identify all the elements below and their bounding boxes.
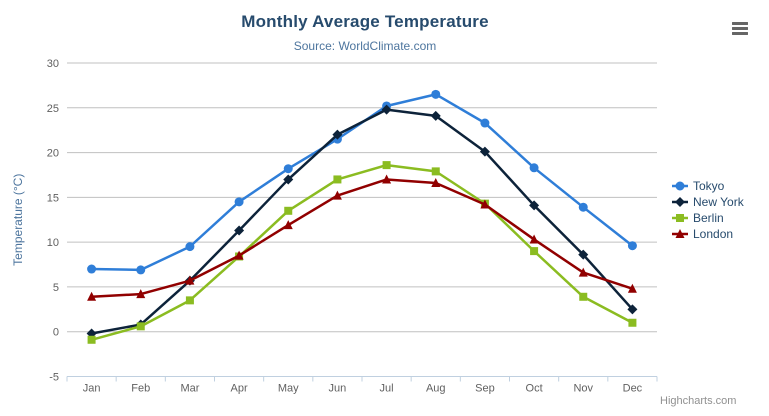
legend-marker-berlin[interactable] bbox=[676, 214, 684, 222]
data-point-tokyo[interactable] bbox=[480, 118, 490, 128]
data-point-tokyo[interactable] bbox=[283, 164, 293, 174]
legend-label: Tokyo bbox=[693, 179, 725, 193]
data-point-tokyo[interactable] bbox=[234, 197, 244, 207]
data-point-london[interactable] bbox=[185, 275, 195, 285]
data-point-london[interactable] bbox=[332, 190, 342, 200]
data-point-new-york[interactable] bbox=[234, 225, 245, 236]
data-point-berlin[interactable] bbox=[628, 318, 637, 327]
y-axis-label: -5 bbox=[49, 372, 59, 384]
data-point-new-york[interactable] bbox=[381, 104, 392, 115]
legend-item-berlin[interactable]: Berlin bbox=[672, 211, 724, 225]
legend-marker-london[interactable] bbox=[675, 229, 685, 238]
data-point-berlin[interactable] bbox=[530, 247, 539, 256]
data-point-berlin[interactable] bbox=[333, 175, 342, 184]
x-axis-label: Jan bbox=[83, 383, 101, 395]
y-axis-label: 0 bbox=[53, 327, 59, 339]
data-point-tokyo[interactable] bbox=[529, 163, 539, 173]
data-point-tokyo[interactable] bbox=[578, 202, 588, 212]
series-london bbox=[87, 174, 637, 301]
legend-marker-new-york[interactable] bbox=[675, 197, 685, 207]
y-axis-label: 10 bbox=[47, 237, 59, 249]
legend-label: London bbox=[693, 227, 733, 241]
series-line-london[interactable] bbox=[90, 178, 634, 299]
x-axis-label: Apr bbox=[231, 383, 248, 395]
data-point-new-york[interactable] bbox=[529, 200, 540, 211]
y-axis-title: Temperature (°C) bbox=[11, 174, 25, 266]
data-point-berlin[interactable] bbox=[136, 322, 145, 331]
y-axis-label: 5 bbox=[53, 282, 59, 294]
x-axis-label: Nov bbox=[573, 383, 593, 395]
y-axis-label: 20 bbox=[47, 148, 59, 160]
x-axis-label: May bbox=[278, 383, 299, 395]
x-axis-label: Dec bbox=[623, 383, 643, 395]
legend-item-london[interactable]: London bbox=[672, 227, 733, 241]
data-point-london[interactable] bbox=[627, 283, 637, 293]
x-axis-label: Mar bbox=[180, 383, 199, 395]
data-point-berlin[interactable] bbox=[431, 167, 440, 176]
legend-item-new-york[interactable]: New York bbox=[672, 195, 745, 209]
data-point-london[interactable] bbox=[136, 289, 146, 299]
data-point-london[interactable] bbox=[87, 291, 97, 301]
legend-label: New York bbox=[693, 195, 745, 209]
data-point-new-york[interactable] bbox=[627, 304, 638, 315]
series-tokyo bbox=[87, 89, 637, 275]
x-axis-label: Feb bbox=[131, 383, 150, 395]
y-axis-label: 15 bbox=[47, 192, 59, 204]
data-point-london[interactable] bbox=[382, 174, 392, 184]
data-point-new-york[interactable] bbox=[332, 129, 343, 140]
data-point-berlin[interactable] bbox=[382, 161, 391, 170]
data-point-london[interactable] bbox=[480, 199, 490, 209]
data-point-new-york[interactable] bbox=[430, 110, 441, 121]
chart-title: Monthly Average Temperature bbox=[241, 12, 489, 31]
x-axis-label: Sep bbox=[475, 383, 495, 395]
data-point-berlin[interactable] bbox=[185, 296, 194, 305]
data-point-london[interactable] bbox=[283, 220, 293, 230]
data-point-berlin[interactable] bbox=[87, 335, 96, 344]
y-axis-label: 25 bbox=[47, 103, 59, 115]
series-line-tokyo[interactable] bbox=[90, 93, 634, 272]
data-point-london[interactable] bbox=[431, 178, 441, 188]
highcharts-credit-link[interactable]: Highcharts.com bbox=[660, 395, 737, 407]
series-line-new-york[interactable] bbox=[90, 108, 634, 335]
data-point-new-york[interactable] bbox=[479, 146, 490, 157]
x-axis-label: Aug bbox=[426, 383, 446, 395]
data-point-berlin[interactable] bbox=[579, 292, 588, 301]
data-point-berlin[interactable] bbox=[284, 206, 293, 215]
legend-item-tokyo[interactable]: Tokyo bbox=[672, 179, 725, 193]
data-point-new-york[interactable] bbox=[578, 249, 589, 260]
x-axis-label: Jun bbox=[329, 383, 347, 395]
data-point-london[interactable] bbox=[234, 250, 244, 260]
y-axis-label: 30 bbox=[47, 58, 59, 70]
series-line-berlin[interactable] bbox=[90, 163, 634, 342]
x-axis-label: Jul bbox=[380, 383, 394, 395]
data-point-tokyo[interactable] bbox=[185, 242, 195, 252]
data-point-new-york[interactable] bbox=[283, 174, 294, 185]
legend-marker-tokyo[interactable] bbox=[675, 181, 685, 191]
data-point-tokyo[interactable] bbox=[136, 265, 146, 275]
hamburger-icon bbox=[732, 21, 748, 35]
data-point-london[interactable] bbox=[529, 234, 539, 244]
chart-subtitle: Source: WorldClimate.com bbox=[293, 39, 437, 53]
data-point-tokyo[interactable] bbox=[431, 89, 441, 99]
x-axis-label: Oct bbox=[526, 383, 543, 395]
data-point-london[interactable] bbox=[578, 267, 588, 277]
export-menu-button[interactable] bbox=[728, 18, 752, 40]
series-new-york bbox=[86, 104, 638, 339]
legend-label: Berlin bbox=[693, 211, 724, 225]
data-point-tokyo[interactable] bbox=[87, 264, 97, 274]
data-point-tokyo[interactable] bbox=[627, 241, 637, 251]
